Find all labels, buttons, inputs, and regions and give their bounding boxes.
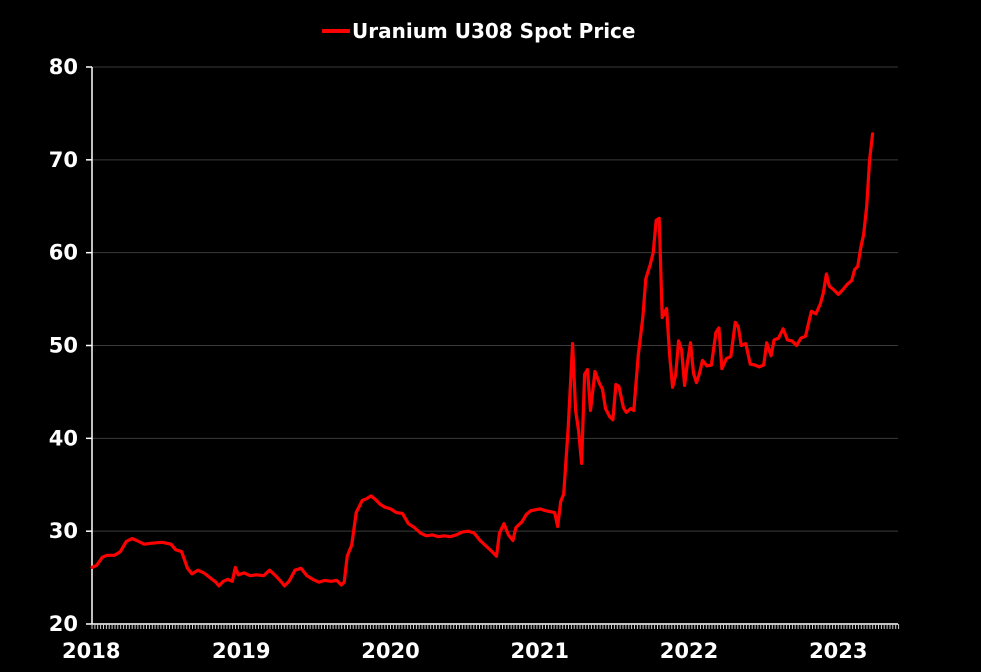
y-tick-label: 50 (49, 334, 78, 358)
x-tick-label: 2022 (660, 639, 718, 663)
x-tick-label: 2021 (511, 639, 569, 663)
x-minor-ticks (91, 624, 900, 629)
legend: Uranium U308 Spot Price (322, 19, 635, 43)
y-tick-label: 70 (49, 148, 78, 172)
x-tick-label: 2018 (62, 639, 120, 663)
x-tick-label: 2020 (361, 639, 419, 663)
legend-label: Uranium U308 Spot Price (352, 19, 635, 43)
x-tick-label: 2023 (809, 639, 867, 663)
y-tick-label: 20 (49, 612, 78, 636)
y-tick-label: 60 (49, 241, 78, 265)
y-axis: 20 30 40 50 60 70 80 (49, 55, 93, 636)
y-tick-label: 40 (49, 426, 78, 450)
gridlines (92, 66, 898, 532)
x-axis: 2018 2019 2020 2021 2022 2023 (62, 623, 900, 663)
series-lines (90, 132, 875, 588)
y-tick-label: 30 (49, 519, 78, 543)
series-line-uranium-spot (90, 132, 875, 588)
x-tick-label: 2019 (212, 639, 270, 663)
y-tick-label: 80 (49, 55, 78, 79)
